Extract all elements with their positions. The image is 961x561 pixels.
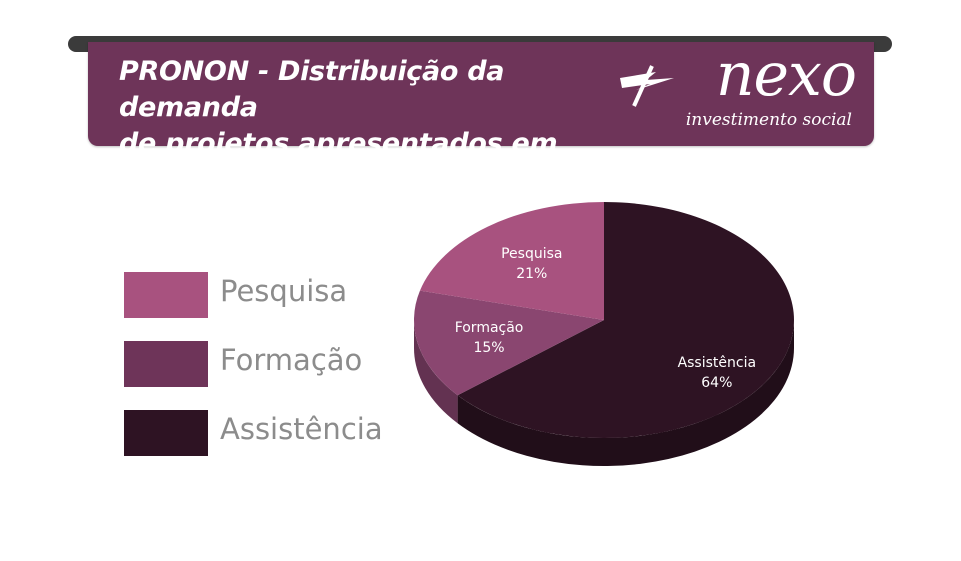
nexo-logo: nexo investimento social (616, 40, 857, 140)
slice-value-pesquisa: 21% (516, 266, 547, 282)
title-line-1: PRONON - Distribuição da demanda (119, 56, 505, 123)
slice-label-formação: Formação (455, 320, 524, 336)
slice-value-assistência: 64% (701, 375, 732, 391)
pie-slice-formação (414, 290, 604, 396)
logo-mark-icon (620, 65, 674, 107)
title-line-2: de projetos apresentados em 2014 (119, 128, 558, 195)
logo-subtext: investimento social (685, 110, 852, 130)
page-title: PRONON - Distribuição da demanda de proj… (119, 54, 599, 198)
slice-label-assistência: Assistência (678, 355, 757, 371)
pie-side-formação (414, 320, 458, 424)
legend-swatch-pesquisa (124, 272, 208, 318)
pie-slice-assistência (457, 202, 794, 439)
title-banner: PRONON - Distribuição da demanda de proj… (88, 40, 874, 195)
pie-side-walls (414, 320, 794, 466)
legend-swatch-formacao (124, 341, 208, 387)
legend-swatch-assistencia (124, 410, 208, 456)
pie-slice-pesquisa (419, 202, 604, 320)
logo-wordmark: nexo (715, 40, 857, 110)
pie-side-assistência (457, 320, 794, 466)
legend-label-assistencia: Assistência (220, 412, 383, 446)
slice-value-formação: 15% (473, 340, 504, 356)
legend-label-formacao: Formação (220, 343, 363, 377)
legend-label-pesquisa: Pesquisa (220, 274, 348, 308)
slice-label-pesquisa: Pesquisa (501, 246, 562, 262)
